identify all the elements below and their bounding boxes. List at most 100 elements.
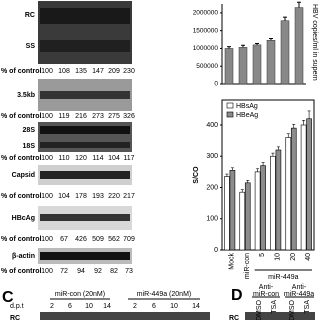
percent-label: % of control [1,268,41,275]
percent-value: 178 [75,193,87,200]
blot-images [38,1,315,320]
percent-value: 147 [92,68,104,75]
x-tick-label: 5 [259,253,266,257]
percent-label: % of control [1,113,41,120]
x-tick-label: 40 [305,253,312,261]
treatment-label: DMSO [256,299,263,320]
day-label: 6 [68,303,72,310]
day-label: 2 [50,303,54,310]
blot-label: HBcAg [12,215,35,222]
x-tick-label: 10 [275,253,282,261]
percent-value: 100 [41,155,53,162]
bar [224,176,230,251]
bar [238,47,248,85]
row-label: RC [10,315,20,320]
bar [300,124,307,251]
blot-label: Capsid [12,172,35,179]
y-tick-label: 500000 [196,63,218,70]
panel-letter: C [2,289,14,306]
percent-value: 117 [123,155,134,162]
bar [252,44,262,85]
percent-value: 67 [60,236,68,243]
bar [254,171,261,251]
treatment-label: DMSO [289,299,296,320]
day-label: 2 [133,303,137,310]
percent-label: % of control [1,155,41,162]
bar [290,127,297,251]
group-label: miR-con [253,291,279,298]
percent-value: 119 [58,113,69,120]
treatment-label: TSA [271,300,278,314]
percent-value: 92 [94,268,102,275]
bar [306,118,312,251]
plot-frame [221,99,315,251]
percent-value: 100 [41,268,53,275]
percent-label: % of control [1,236,41,243]
legend-swatch [226,111,234,118]
bar [239,191,246,251]
bar [294,7,304,85]
dpt-label: d.p.t [10,303,24,310]
y-tick-label: 400 [206,122,218,129]
percent-value: 273 [92,113,104,120]
y-tick-label: 0 [214,81,218,88]
y-axis-title: HBV copies/ml in supern [311,4,318,81]
y-tick-label: 0 [214,247,218,254]
panel-letter: D [231,287,243,304]
bar [280,20,290,85]
blot-label: β-actin [12,253,35,260]
day-label: 10 [170,303,178,310]
percent-value: 426 [75,236,87,243]
blot-label: 3.5kb [17,92,35,99]
percent-value: 216 [75,113,87,120]
percent-value: 562 [108,236,120,243]
x-tick-label: miR-con [244,253,251,279]
group-label: miR-con (20nM) [55,291,105,298]
percent-value: 110 [58,155,69,162]
percent-value: 135 [75,68,87,75]
percent-value: 104 [108,155,120,162]
percent-value: 114 [92,155,103,162]
blot-label: RC [25,12,35,19]
percent-value: 193 [92,193,104,200]
percent-value: 100 [41,193,53,200]
group-label: Anti- [259,284,274,291]
treatment-label: TSA [304,300,311,314]
percent-value: 275 [108,113,120,120]
x-tick-label: Mock [229,253,236,270]
percent-value: 509 [92,236,104,243]
day-label: 10 [85,303,93,310]
group-label: miR-449a [268,274,298,281]
percent-value: 120 [75,155,87,162]
bar [260,165,266,251]
percent-value: 100 [41,113,53,120]
y-tick-label: 1000000 [193,45,219,52]
blot-label: 18S [23,143,36,150]
day-label: 14 [103,303,111,310]
percent-label: % of control [1,193,41,200]
blot-label: SS [26,43,36,50]
bar [244,182,251,251]
bar [285,137,292,251]
percent-value: 82 [110,268,118,275]
percent-value: 217 [123,193,135,200]
percent-label: % of control [1,68,41,75]
bar [266,40,276,85]
group-label: miR-449a [284,291,314,298]
bar [270,155,276,251]
y-axis-title: S/CO [193,166,200,184]
y-tick-label: 200 [206,184,218,191]
y-tick-label: 1500000 [193,27,219,34]
percent-value: 100 [41,236,53,243]
y-tick-label: 300 [206,153,218,160]
y-tick-label: 2000000 [193,10,219,17]
blot-label: 28S [23,127,36,134]
group-label: Anti- [292,284,307,291]
percent-value: 326 [123,113,135,120]
legend-swatch [226,102,234,109]
row-label: RC [229,315,239,320]
x-tick-label: 20 [290,253,297,261]
percent-value: 100 [41,68,53,75]
bar [224,48,234,85]
